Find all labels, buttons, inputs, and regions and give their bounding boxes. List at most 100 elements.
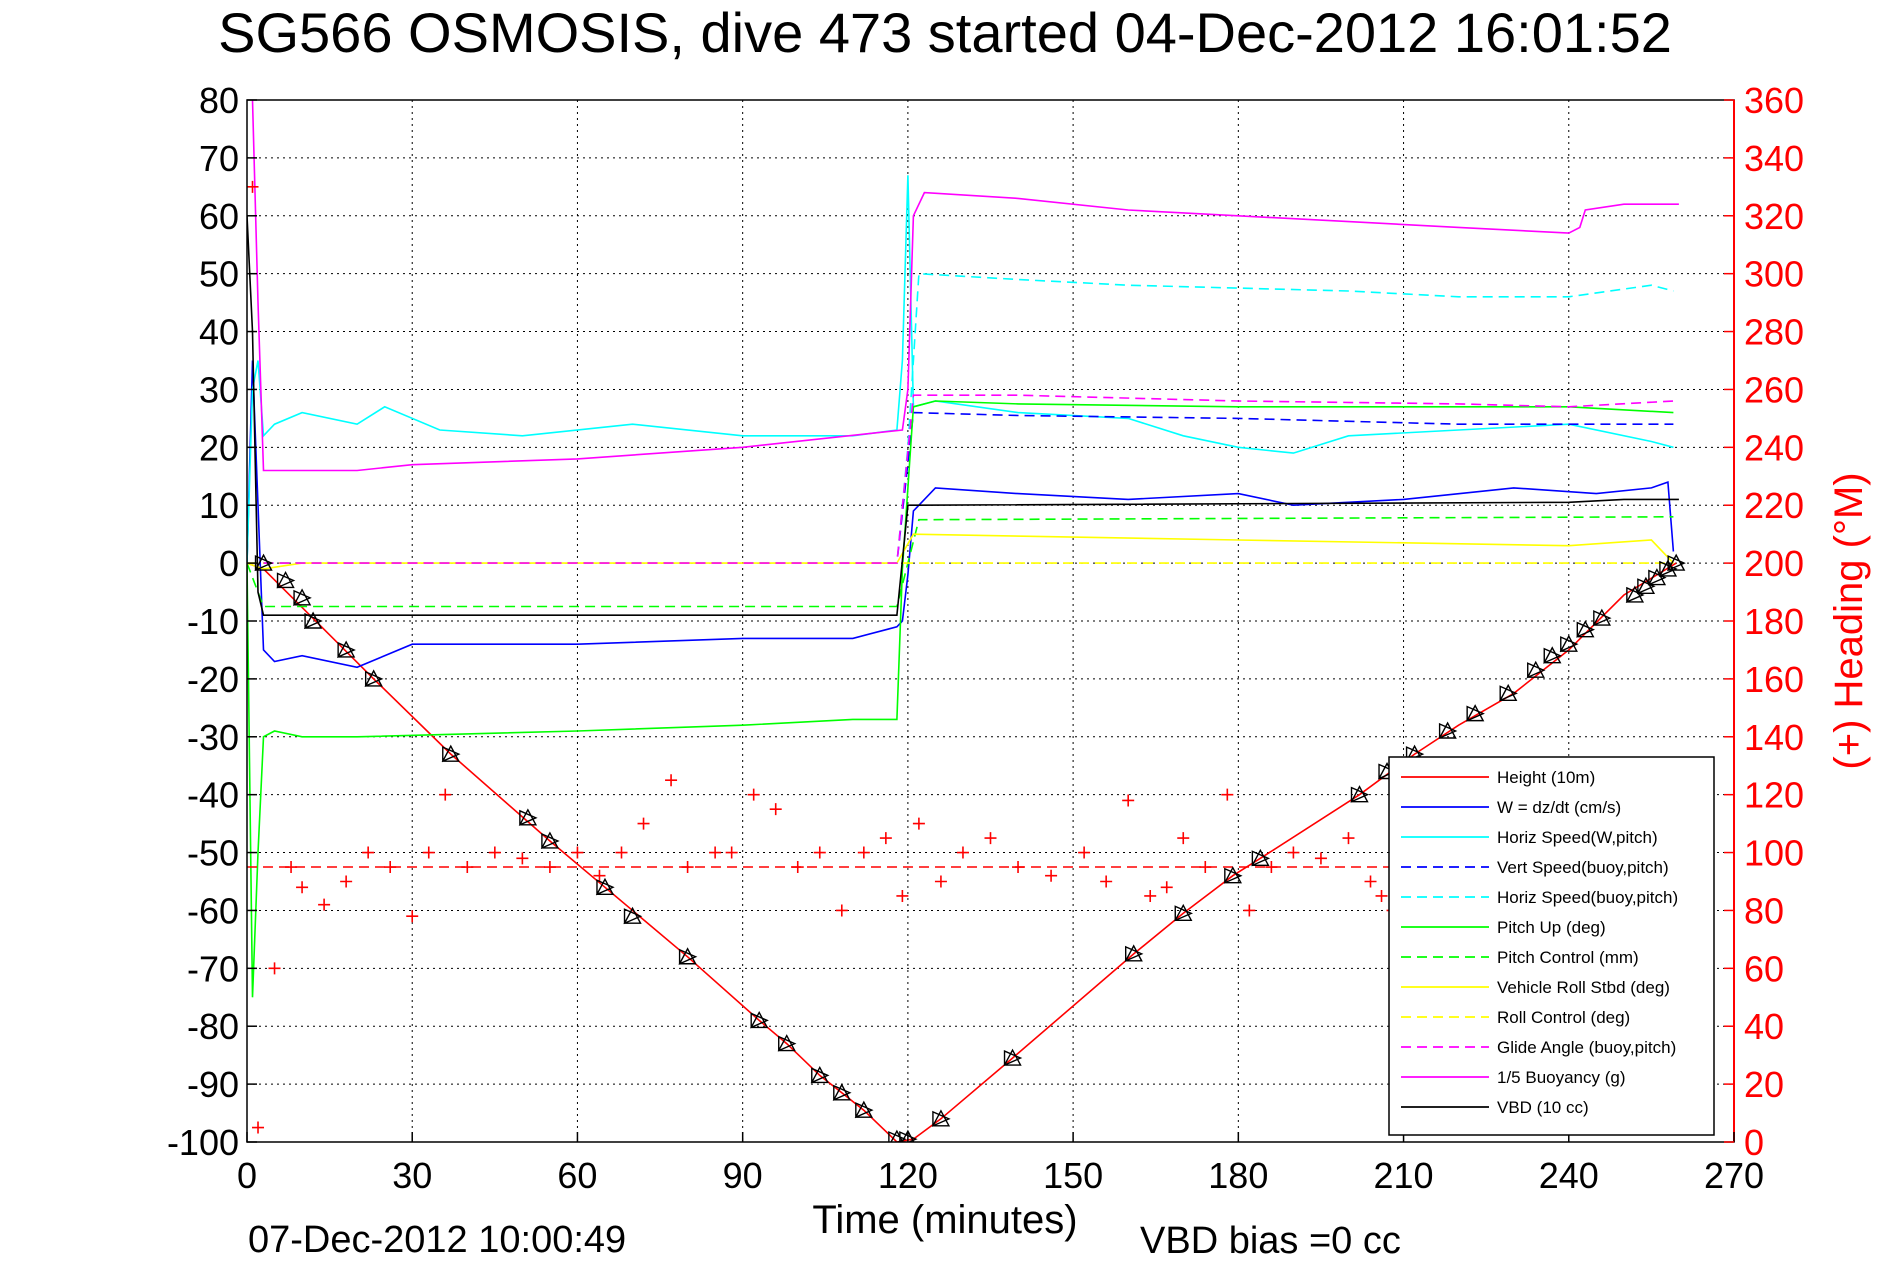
- y-right-tick-label: 220: [1744, 485, 1804, 526]
- heading-point: [934, 875, 947, 888]
- y-right-tick-label: 300: [1744, 254, 1804, 295]
- legend-label: VBD (10 cc): [1497, 1098, 1589, 1117]
- depth-marker: [1003, 1048, 1023, 1067]
- heading-point: [1160, 881, 1173, 894]
- x-tick-label: 270: [1704, 1155, 1764, 1196]
- heading-point: [571, 846, 584, 859]
- y-right-tick-label: 120: [1744, 775, 1804, 816]
- heading-point: [1100, 875, 1113, 888]
- depth-marker: [595, 877, 615, 896]
- y-right-tick-label: 60: [1744, 948, 1784, 989]
- y-right-tick-label: 80: [1744, 890, 1784, 931]
- heading-point: [813, 846, 826, 859]
- heading-point: [956, 846, 969, 859]
- heading-point: [665, 774, 678, 787]
- x-tick-label: 240: [1539, 1155, 1599, 1196]
- depth-marker: [1647, 568, 1667, 586]
- x-tick-label: 180: [1208, 1155, 1268, 1196]
- legend-label: Height (10m): [1497, 768, 1595, 787]
- y-left-tick-label: 80: [199, 80, 239, 121]
- right-axis-label: (+) Heading (°M): [1827, 472, 1871, 769]
- y-left-tick-label: -30: [187, 717, 239, 758]
- legend-box: [1388, 756, 1715, 1136]
- heading-point: [725, 846, 738, 859]
- series-line: [251, 100, 1679, 472]
- y-left-tick-label: 50: [199, 254, 239, 295]
- x-tick-label: 210: [1374, 1155, 1434, 1196]
- legend-label: Vehicle Roll Stbd (deg): [1497, 978, 1670, 997]
- y-left-tick-label: 60: [199, 196, 239, 237]
- heading-point: [1177, 832, 1190, 845]
- depth-marker: [1667, 553, 1686, 572]
- heading-point: [247, 180, 259, 193]
- depth-marker: [1543, 646, 1563, 664]
- legend: Height (10m) W = dz/dt (cm/s) Horiz Speed(…: [1388, 756, 1715, 1136]
- heading-point: [984, 832, 997, 845]
- heading-point: [747, 788, 760, 801]
- y-right-tick-label: 320: [1744, 196, 1804, 237]
- heading-point: [1375, 889, 1388, 902]
- depth-marker: [1251, 848, 1271, 867]
- heading-point: [593, 869, 606, 882]
- depth-marker: [1625, 585, 1645, 604]
- y-left-tick-label: -10: [187, 601, 239, 642]
- heading-point: [896, 889, 909, 902]
- heading-point: [637, 817, 650, 830]
- depth-marker: [1499, 683, 1518, 702]
- heading-point: [1144, 889, 1157, 902]
- series-layer: [247, 100, 1686, 1142]
- y-left-tick-label: 20: [199, 427, 239, 468]
- x-tick-label: 0: [237, 1155, 257, 1196]
- x-tick-label: 150: [1043, 1155, 1103, 1196]
- y-right-tick-label: 360: [1744, 80, 1804, 121]
- heading-point: [439, 788, 452, 801]
- y-right-tick-label: 140: [1744, 717, 1804, 758]
- series-line: [247, 515, 1674, 608]
- heading-point: [835, 904, 848, 917]
- depth-marker: [518, 808, 538, 826]
- x-tick-label: 30: [392, 1155, 432, 1196]
- y-right-tick-label: 160: [1744, 659, 1804, 700]
- series-1-5-buoyancy-g-: [251, 100, 1679, 472]
- x-tick-label: 90: [723, 1155, 763, 1196]
- series-line: [247, 175, 1674, 564]
- heading-point: [296, 881, 309, 894]
- heading-point: [1078, 846, 1091, 859]
- y-right-tick-label: 0: [1744, 1122, 1764, 1163]
- series-pitch-control-mm-: [247, 515, 1674, 608]
- heading-point: [252, 1121, 265, 1134]
- y-right-tick-label: 40: [1744, 1006, 1784, 1047]
- heading-point: [1314, 852, 1327, 865]
- depth-marker: [1576, 620, 1596, 638]
- y-left-tick-label: -20: [187, 659, 239, 700]
- heading-point: [709, 846, 722, 859]
- depth-marker: [1438, 721, 1458, 740]
- y-right-tick-label: 100: [1744, 833, 1804, 874]
- heading-point: [1122, 794, 1135, 807]
- heading-point: [769, 803, 782, 816]
- y-left-tick-label: 0: [219, 543, 239, 584]
- legend-label: Pitch Up (deg): [1497, 918, 1606, 937]
- heading-point: [615, 846, 628, 859]
- depth-marker: [810, 1065, 830, 1084]
- legend-label: Horiz Speed(W,pitch): [1497, 828, 1658, 847]
- series-depth-markers: [254, 553, 1686, 1142]
- series-line: [247, 360, 1675, 669]
- y-left-tick-labels: -100-90-80-70-60-50-40-30-20-10010203040…: [167, 80, 257, 1163]
- depth-marker: [1592, 608, 1612, 627]
- y-left-tick-label: 40: [199, 312, 239, 353]
- depth-marker: [303, 611, 323, 630]
- series-w-dz-dt-cm-s-: [247, 360, 1675, 669]
- depth-marker: [1465, 704, 1485, 722]
- depth-marker: [1636, 576, 1656, 595]
- heading-point: [1045, 869, 1058, 882]
- heading-point: [1287, 846, 1300, 859]
- y-right-tick-label: 280: [1744, 312, 1804, 353]
- depth-marker: [276, 570, 296, 589]
- series-line: [247, 400, 1674, 998]
- heading-point: [1342, 832, 1355, 845]
- legend-label: 1/5 Buoyancy (g): [1497, 1068, 1626, 1087]
- y-right-tick-label: 240: [1744, 427, 1804, 468]
- legend-label: Roll Control (deg): [1497, 1008, 1630, 1027]
